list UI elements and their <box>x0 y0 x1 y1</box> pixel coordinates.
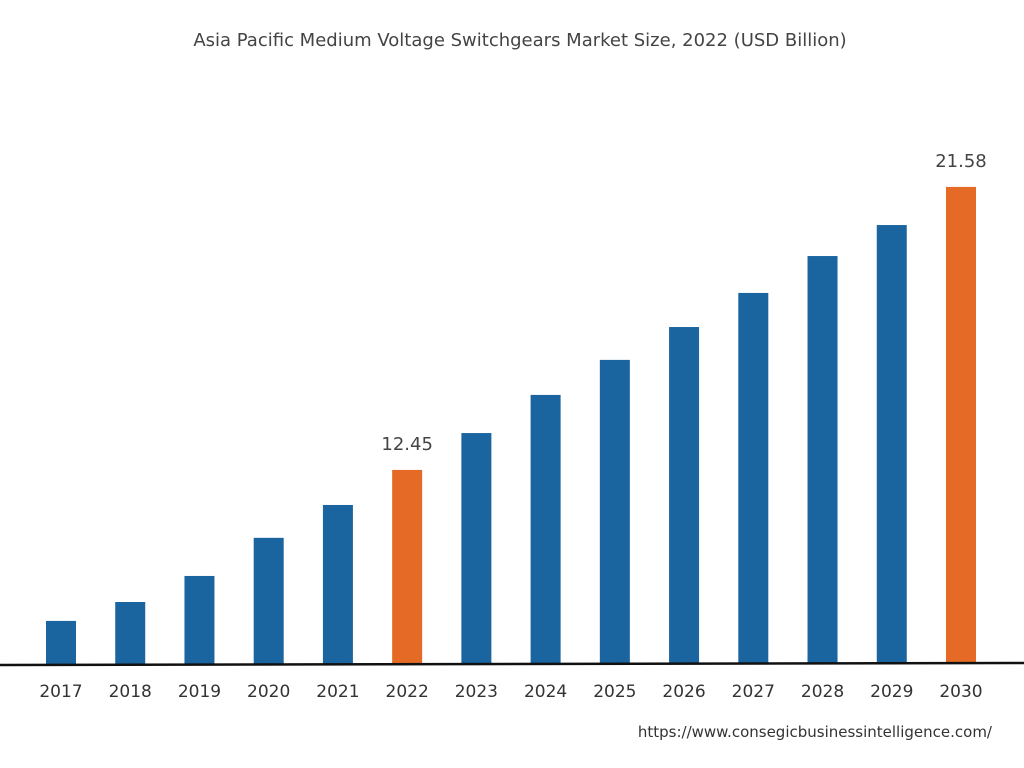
bar-2024 <box>530 394 561 664</box>
x-tick-label: 2021 <box>316 682 359 702</box>
source-url[interactable]: https://www.consegicbusinessintelligence… <box>637 723 992 741</box>
bar-2030 <box>945 186 976 664</box>
bar-2026 <box>669 327 700 664</box>
data-label-2030: 21.58 <box>935 151 987 172</box>
bar-2020 <box>253 537 284 664</box>
x-tick-label: 2025 <box>593 682 636 702</box>
bar-2019 <box>184 575 215 664</box>
x-tick-label: 2028 <box>801 682 844 702</box>
bar-2027 <box>738 292 769 664</box>
x-tick-label: 2018 <box>109 682 152 702</box>
x-axis-line <box>0 661 1024 667</box>
chart-title: Asia Pacific Medium Voltage Switchgears … <box>193 30 847 51</box>
bar-2025 <box>599 359 630 664</box>
bar-2029 <box>876 225 907 665</box>
x-tick-label: 2023 <box>455 682 498 702</box>
x-tick-label: 2019 <box>178 682 221 702</box>
bar-2021 <box>322 504 353 664</box>
x-tick-label: 2027 <box>732 682 775 702</box>
x-tick-label: 2020 <box>247 682 290 702</box>
x-tick-label: 2024 <box>524 682 567 702</box>
data-label-2022: 12.45 <box>381 434 433 455</box>
bar-2023 <box>461 433 492 664</box>
x-tick-label: 2030 <box>939 682 982 702</box>
x-tick-label: 2017 <box>39 682 82 702</box>
x-tick-label: 2022 <box>386 682 429 702</box>
bar-2028 <box>807 256 838 664</box>
x-tick-label: 2026 <box>662 682 705 702</box>
bar-2022 <box>392 469 423 664</box>
x-tick-label: 2029 <box>870 682 913 702</box>
bar-2018 <box>115 602 146 664</box>
bar-2017 <box>46 620 76 664</box>
